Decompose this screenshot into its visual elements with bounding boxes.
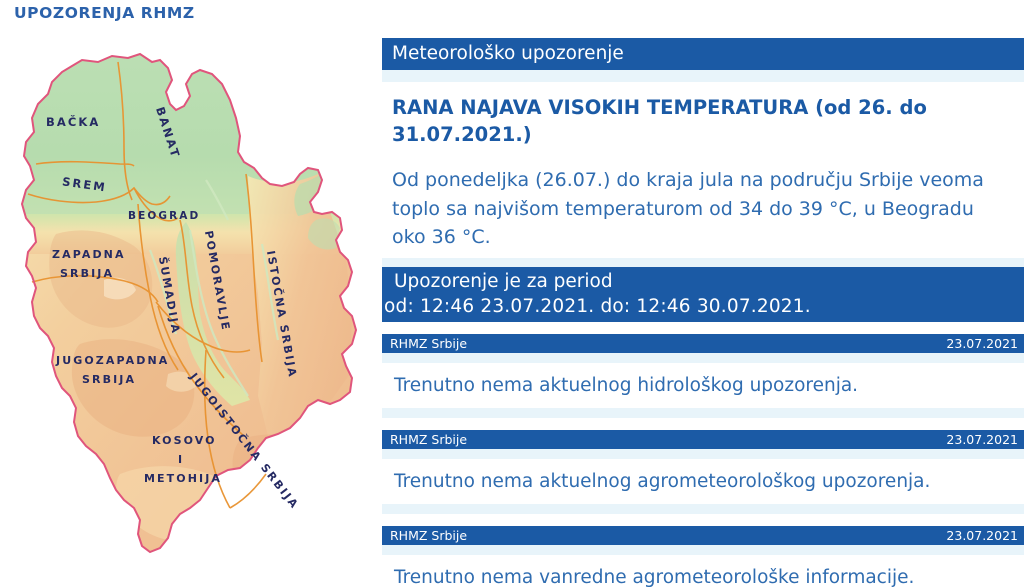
strip-message: Trenutno nema aktuelnog hidrološkog upoz…: [382, 362, 1024, 408]
strip-bottom-pad: [382, 503, 1024, 514]
page-title: UPOZORENJA RHMZ: [14, 4, 195, 22]
source-bar: RHMZ Srbije 23.07.2021: [382, 333, 1024, 353]
source-bar: RHMZ Srbije 23.07.2021: [382, 429, 1024, 449]
meteo-alert-headline: RANA NAJAVA VISOKIH TEMPERATURA (od 26. …: [392, 96, 927, 146]
alert-strip-agrometeoroloska: RHMZ Srbije 23.07.2021 Trenutno nema akt…: [382, 429, 1024, 514]
source-date: 23.07.2021: [946, 527, 1018, 543]
panel-gap-3: [382, 513, 1024, 526]
map-label-kosovo-i-metohija: KOSOVO I METOHIJA: [144, 434, 223, 485]
source-date: 23.07.2021: [946, 335, 1018, 351]
strip-top-pad: [382, 448, 1024, 459]
alert-period-bar: Upozorenje je za period od: 12:46 23.07.…: [382, 266, 1024, 322]
meteo-alert-header: Meteorološko upozorenje: [382, 38, 1024, 70]
header-underline-strip: [382, 70, 1024, 82]
strip-top-pad: [382, 544, 1024, 555]
map-label-backa: BAČKA: [46, 114, 100, 129]
strip-message: Trenutno nema vanredne agrometeorološke …: [382, 554, 1024, 587]
strip-bottom-pad: [382, 407, 1024, 418]
panel-gap-2: [382, 417, 1024, 430]
source-bar: RHMZ Srbije 23.07.2021: [382, 525, 1024, 545]
strip-message: Trenutno nema aktuelnog agrometeorološko…: [382, 458, 1024, 504]
source-name: RHMZ Srbije: [390, 431, 468, 447]
alert-strip-vanredna-agro-info: RHMZ Srbije 23.07.2021 Trenutno nema van…: [382, 525, 1024, 587]
source-date: 23.07.2021: [946, 431, 1018, 447]
meteo-alert-body: Od ponedeljka (26.07.) do kraja jula na …: [392, 169, 984, 248]
source-name: RHMZ Srbije: [390, 527, 468, 543]
map-label-srem: SREM: [61, 174, 107, 194]
strip-top-pad: [382, 352, 1024, 363]
alert-period-value: od: 12:46 23.07.2021. do: 12:46 30.07.20…: [384, 295, 811, 317]
map-label-jugozapadna-srbija: JUGOZAPADNA SRBIJA: [55, 354, 175, 386]
panel-gap-1: [382, 321, 1024, 334]
alert-period-label: Upozorenje je za period: [394, 270, 613, 292]
alerts-panel: Meteorološko upozorenje RANA NAJAVA VISO…: [382, 38, 1024, 587]
source-name: RHMZ Srbije: [390, 335, 468, 351]
map-label-beograd: BEOGRAD: [128, 210, 200, 222]
alert-strip-hidroloska: RHMZ Srbije 23.07.2021 Trenutno nema akt…: [382, 333, 1024, 418]
map-label-zapadna-srbija: ZAPADNA SRBIJA: [52, 248, 132, 280]
body-bottom-strip: [382, 257, 1024, 267]
serbia-relief-map: BAČKA BANAT SREM BEOGRAD ZAPADNA SRBIJA …: [0, 44, 372, 587]
